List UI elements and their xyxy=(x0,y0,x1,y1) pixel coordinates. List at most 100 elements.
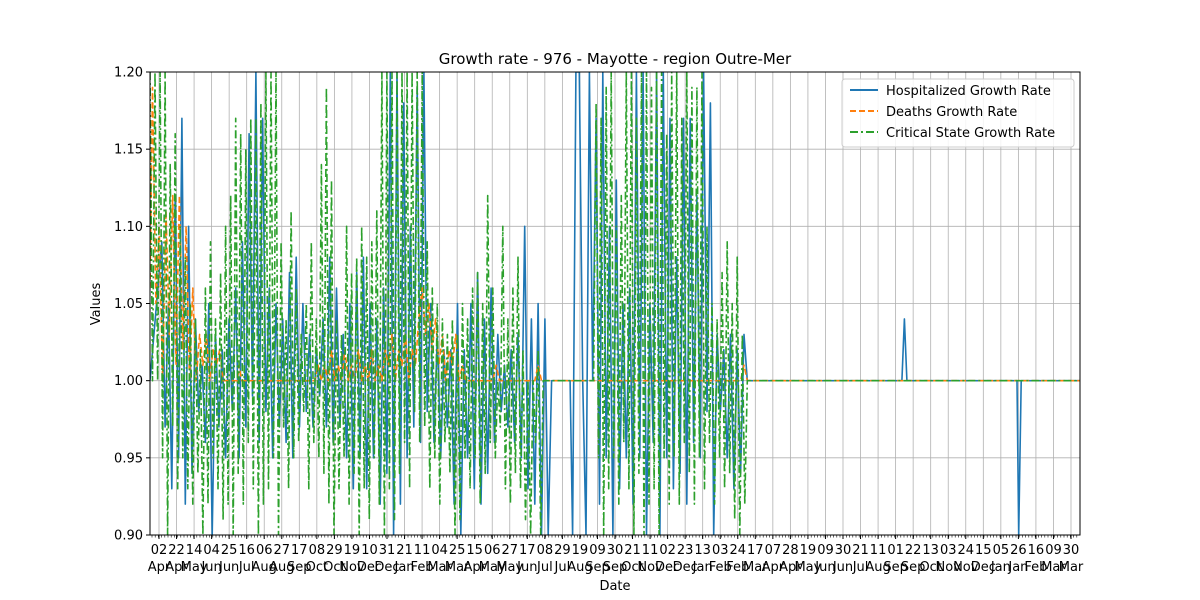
x-tick-day-label: 26 xyxy=(1010,543,1027,558)
y-axis-label: Values xyxy=(89,283,104,326)
x-tick-month-label: Sep xyxy=(603,560,628,575)
x-tick-day-label: 15 xyxy=(466,543,483,558)
x-tick-month-label: May xyxy=(181,560,208,575)
x-tick-day-label: 11 xyxy=(642,543,659,558)
x-tick-day-label: 07 xyxy=(765,543,782,558)
x-tick-month-label: Jul xyxy=(554,560,571,575)
x-tick-month-label: Jan xyxy=(1007,560,1028,575)
x-tick-day-label: 01 xyxy=(887,543,904,558)
x-tick-month-label: Jul xyxy=(238,560,255,575)
x-tick-month-label: Aug xyxy=(252,560,277,575)
x-tick-day-label: 11 xyxy=(414,543,431,558)
x-tick-month-label: Dec xyxy=(655,560,680,575)
series-line-deaths xyxy=(150,86,1080,382)
y-tick-label: 1.10 xyxy=(114,220,143,235)
x-tick-day-label: 16 xyxy=(1028,543,1045,558)
y-tick-label: 0.90 xyxy=(114,529,143,544)
x-tick-month-label: Apr xyxy=(762,560,785,575)
x-tick-month-label: Mar xyxy=(1041,560,1066,575)
x-tick-month-label: Sep xyxy=(287,560,312,575)
legend-label-critical: Critical State Growth Rate xyxy=(886,126,1055,141)
x-tick-month-label: Feb xyxy=(411,560,434,575)
x-tick-month-label: Jun xyxy=(832,560,853,575)
x-tick-month-label: Aug xyxy=(865,560,890,575)
x-tick-day-label: 19 xyxy=(572,543,589,558)
x-tick-month-label: Feb xyxy=(709,560,732,575)
x-tick-day-label: 11 xyxy=(870,543,887,558)
y-tick-label: 0.95 xyxy=(114,451,143,466)
chart-title: Growth rate - 976 - Mayotte - region Out… xyxy=(439,50,792,68)
x-axis-label: Date xyxy=(599,579,630,594)
x-tick-month-label: Oct xyxy=(323,560,345,575)
x-tick-day-label: 17 xyxy=(519,543,536,558)
x-tick-day-label: 04 xyxy=(431,543,448,558)
x-tick-month-label: Nov xyxy=(936,560,962,575)
x-tick-month-label: Apr xyxy=(463,560,486,575)
x-tick-month-label: Nov xyxy=(339,560,365,575)
x-tick-month-label: Jun xyxy=(218,560,239,575)
series-line-critical xyxy=(150,72,1080,535)
x-tick-day-label: 15 xyxy=(975,543,992,558)
x-tick-month-label: Sep xyxy=(585,560,610,575)
x-tick-day-label: 21 xyxy=(852,543,869,558)
x-tick-day-label: 06 xyxy=(256,543,273,558)
x-axis: 02Apr22Apr14May04Jun25Jun16Jul06Aug27Aug… xyxy=(148,535,1084,575)
x-tick-day-label: 28 xyxy=(782,543,799,558)
x-tick-day-label: 25 xyxy=(221,543,238,558)
x-tick-day-label: 13 xyxy=(694,543,711,558)
x-tick-month-label: Jun xyxy=(200,560,221,575)
x-tick-day-label: 21 xyxy=(396,543,413,558)
x-tick-day-label: 17 xyxy=(747,543,764,558)
x-tick-month-label: Dec xyxy=(971,560,996,575)
x-tick-month-label: Nov xyxy=(637,560,663,575)
x-tick-day-label: 31 xyxy=(379,543,396,558)
x-tick-day-label: 04 xyxy=(203,543,220,558)
x-tick-day-label: 29 xyxy=(326,543,343,558)
x-tick-month-label: Mar xyxy=(743,560,768,575)
x-tick-day-label: 14 xyxy=(186,543,203,558)
x-tick-day-label: 09 xyxy=(589,543,606,558)
x-tick-day-label: 17 xyxy=(291,543,308,558)
x-tick-month-label: Mar xyxy=(427,560,452,575)
x-tick-month-label: May xyxy=(496,560,523,575)
y-tick-label: 1.15 xyxy=(114,143,143,158)
y-tick-label: 1.00 xyxy=(114,374,143,389)
x-tick-month-label: Dec xyxy=(673,560,698,575)
x-tick-day-label: 27 xyxy=(273,543,290,558)
x-tick-day-label: 09 xyxy=(817,543,834,558)
x-tick-month-label: Jan xyxy=(692,560,713,575)
x-tick-day-label: 24 xyxy=(729,543,746,558)
x-tick-day-label: 29 xyxy=(554,543,571,558)
x-tick-month-label: Jun xyxy=(516,560,537,575)
x-tick-month-label: Apr xyxy=(148,560,171,575)
x-tick-day-label: 30 xyxy=(835,543,852,558)
x-tick-month-label: Mar xyxy=(1059,560,1084,575)
x-tick-day-label: 13 xyxy=(922,543,939,558)
x-tick-day-label: 02 xyxy=(151,543,168,558)
x-tick-day-label: 25 xyxy=(449,543,466,558)
x-tick-day-label: 23 xyxy=(677,543,694,558)
x-tick-day-label: 10 xyxy=(361,543,378,558)
x-tick-day-label: 21 xyxy=(624,543,641,558)
x-tick-month-label: Oct xyxy=(919,560,941,575)
x-tick-day-label: 03 xyxy=(940,543,957,558)
x-tick-month-label: Mar xyxy=(445,560,470,575)
legend-label-deaths: Deaths Growth Rate xyxy=(886,105,1017,120)
x-tick-day-label: 09 xyxy=(1045,543,1062,558)
x-tick-month-label: Aug xyxy=(567,560,592,575)
x-tick-day-label: 27 xyxy=(501,543,518,558)
x-tick-day-label: 24 xyxy=(957,543,974,558)
legend-label-hospitalized: Hospitalized Growth Rate xyxy=(886,84,1051,99)
x-tick-day-label: 30 xyxy=(1063,543,1080,558)
y-tick-label: 1.20 xyxy=(114,66,143,81)
x-tick-month-label: Apr xyxy=(165,560,188,575)
legend-box xyxy=(841,78,1075,148)
y-axis: 0.90 0.95 1.00 1.05 1.10 1.15 1.20 xyxy=(114,66,150,544)
x-tick-month-label: Nov xyxy=(953,560,979,575)
x-tick-month-label: May xyxy=(479,560,506,575)
x-tick-day-label: 03 xyxy=(712,543,729,558)
x-tick-day-label: 05 xyxy=(993,543,1010,558)
x-tick-month-label: Feb xyxy=(1024,560,1047,575)
x-tick-day-label: 08 xyxy=(309,543,326,558)
